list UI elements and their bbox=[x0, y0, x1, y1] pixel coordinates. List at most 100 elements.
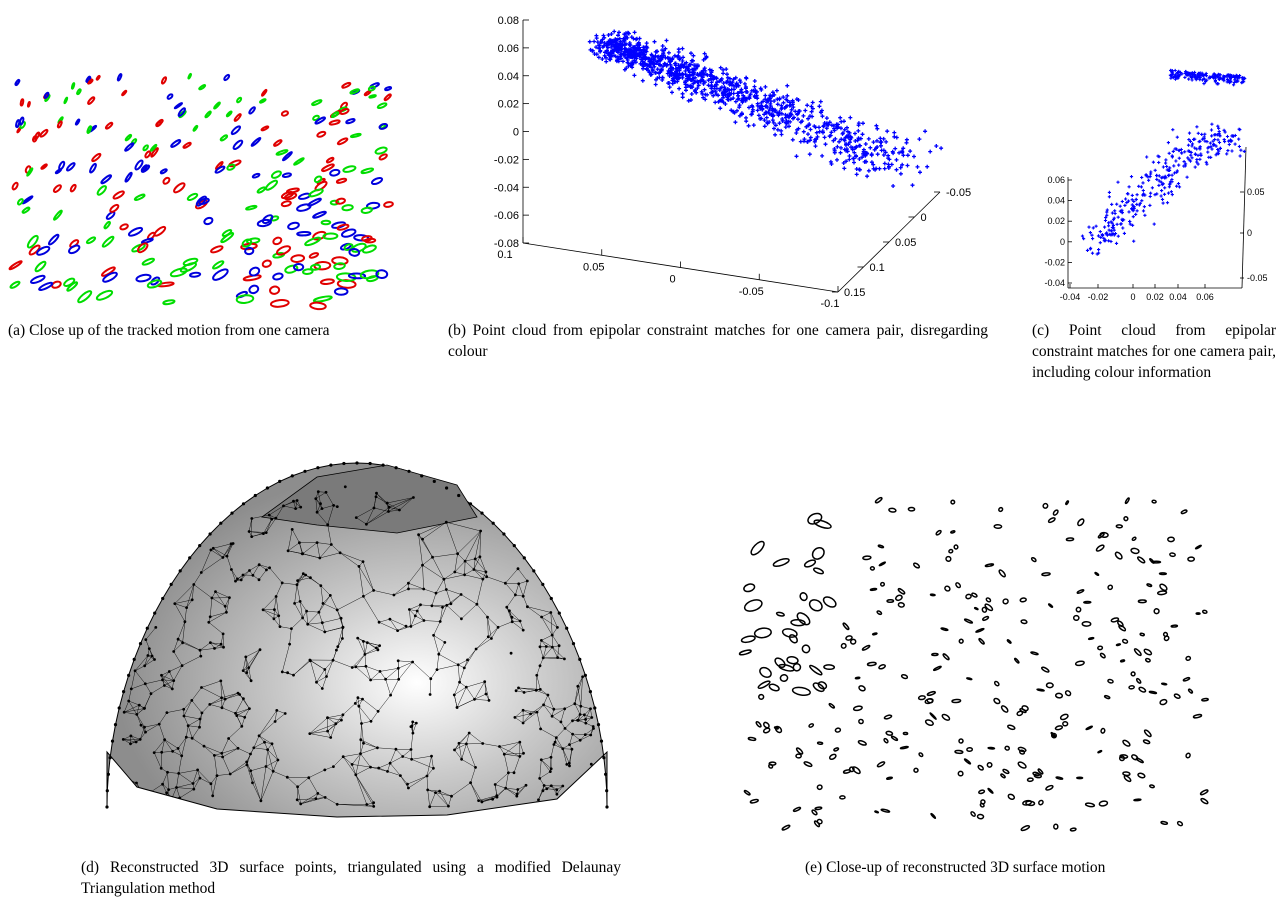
data-point bbox=[871, 162, 876, 167]
data-point bbox=[869, 160, 874, 165]
motion-marker bbox=[1131, 754, 1139, 761]
data-point bbox=[770, 90, 775, 95]
motion-marker bbox=[743, 583, 756, 593]
tracked-marker bbox=[280, 110, 289, 117]
data-point bbox=[806, 116, 811, 121]
rim-point bbox=[593, 706, 597, 710]
surface-point bbox=[576, 684, 580, 688]
data-point bbox=[842, 137, 847, 142]
tracked-marker bbox=[259, 98, 267, 104]
data-point bbox=[1186, 143, 1191, 147]
surface-point bbox=[437, 652, 441, 656]
tracked-marker bbox=[95, 289, 114, 301]
surface-point bbox=[356, 696, 360, 700]
motion-marker bbox=[1144, 657, 1151, 663]
data-point bbox=[652, 62, 657, 67]
data-point bbox=[1190, 78, 1194, 82]
surface-point bbox=[443, 641, 447, 644]
surface-point bbox=[184, 735, 188, 739]
motion-marker bbox=[880, 808, 891, 813]
surface-point bbox=[407, 587, 410, 591]
motion-marker bbox=[747, 736, 757, 742]
data-point bbox=[1209, 128, 1214, 132]
surface-point bbox=[325, 675, 328, 678]
data-point bbox=[684, 65, 689, 70]
motion-marker bbox=[790, 619, 806, 627]
data-point bbox=[1087, 225, 1091, 229]
surface-point bbox=[142, 707, 146, 710]
data-point bbox=[1124, 197, 1128, 201]
surface-point bbox=[541, 789, 545, 793]
surface-point bbox=[335, 648, 338, 652]
tracked-marker bbox=[141, 257, 155, 266]
rim-point bbox=[198, 544, 202, 548]
data-point bbox=[690, 85, 695, 90]
data-point bbox=[641, 45, 646, 50]
surface-point bbox=[552, 743, 556, 746]
data-point bbox=[1160, 189, 1164, 193]
data-point bbox=[790, 100, 795, 105]
surface-point bbox=[474, 647, 478, 651]
data-point bbox=[827, 120, 832, 125]
data-point bbox=[863, 153, 868, 158]
data-point bbox=[735, 97, 740, 102]
surface-point bbox=[208, 615, 212, 619]
data-point bbox=[763, 93, 768, 98]
data-point bbox=[654, 70, 658, 75]
tracked-marker bbox=[85, 75, 92, 83]
data-point bbox=[664, 38, 669, 43]
rim-point bbox=[355, 461, 359, 465]
data-point bbox=[908, 149, 913, 154]
data-point bbox=[721, 90, 726, 94]
tracked-marker bbox=[230, 125, 242, 136]
data-point bbox=[808, 135, 813, 140]
data-point bbox=[1137, 203, 1141, 207]
surface-point bbox=[336, 645, 340, 648]
data-point bbox=[818, 110, 823, 115]
surface-point bbox=[153, 658, 156, 661]
motion-marker bbox=[772, 557, 790, 568]
motion-marker bbox=[1137, 599, 1147, 604]
tracked-marker bbox=[9, 280, 21, 289]
surface-point bbox=[517, 582, 521, 586]
tracked-marker bbox=[119, 223, 129, 231]
data-point bbox=[676, 75, 681, 80]
surface-point bbox=[340, 718, 343, 722]
z-tick-label: 0.06 bbox=[498, 43, 519, 55]
surface-point bbox=[317, 610, 321, 614]
rim-point bbox=[549, 596, 553, 601]
surface-point bbox=[363, 653, 367, 656]
triangulated-surface bbox=[105, 461, 609, 818]
motion-marker bbox=[957, 770, 964, 777]
motion-marker bbox=[1022, 799, 1033, 806]
rim-point bbox=[106, 772, 110, 776]
rim-point bbox=[532, 569, 536, 573]
data-point bbox=[844, 141, 849, 146]
surface-point bbox=[326, 729, 329, 733]
data-point bbox=[928, 149, 933, 154]
surface-point bbox=[198, 648, 202, 652]
motion-marker bbox=[774, 657, 786, 669]
surface-point bbox=[245, 760, 249, 764]
data-point bbox=[1173, 68, 1177, 73]
data-point bbox=[1175, 184, 1179, 188]
data-point bbox=[1217, 77, 1221, 81]
rim-point bbox=[145, 626, 149, 630]
data-point bbox=[772, 92, 777, 97]
data-point bbox=[592, 39, 597, 44]
surface-point bbox=[296, 785, 299, 789]
data-point bbox=[719, 85, 724, 90]
z-tick-label: 0 bbox=[1060, 237, 1065, 247]
surface-point bbox=[320, 687, 324, 690]
surface-point bbox=[161, 782, 164, 786]
surface-point bbox=[552, 707, 556, 711]
data-point bbox=[829, 130, 834, 135]
caption-e: (e) Close-up of reconstructed 3D surface… bbox=[805, 859, 1106, 876]
motion-marker bbox=[803, 559, 817, 568]
data-point bbox=[683, 69, 688, 73]
data-point bbox=[630, 65, 635, 70]
surface-point bbox=[280, 581, 284, 585]
surface-point bbox=[244, 655, 248, 659]
data-point bbox=[864, 159, 869, 164]
data-point bbox=[711, 89, 715, 94]
